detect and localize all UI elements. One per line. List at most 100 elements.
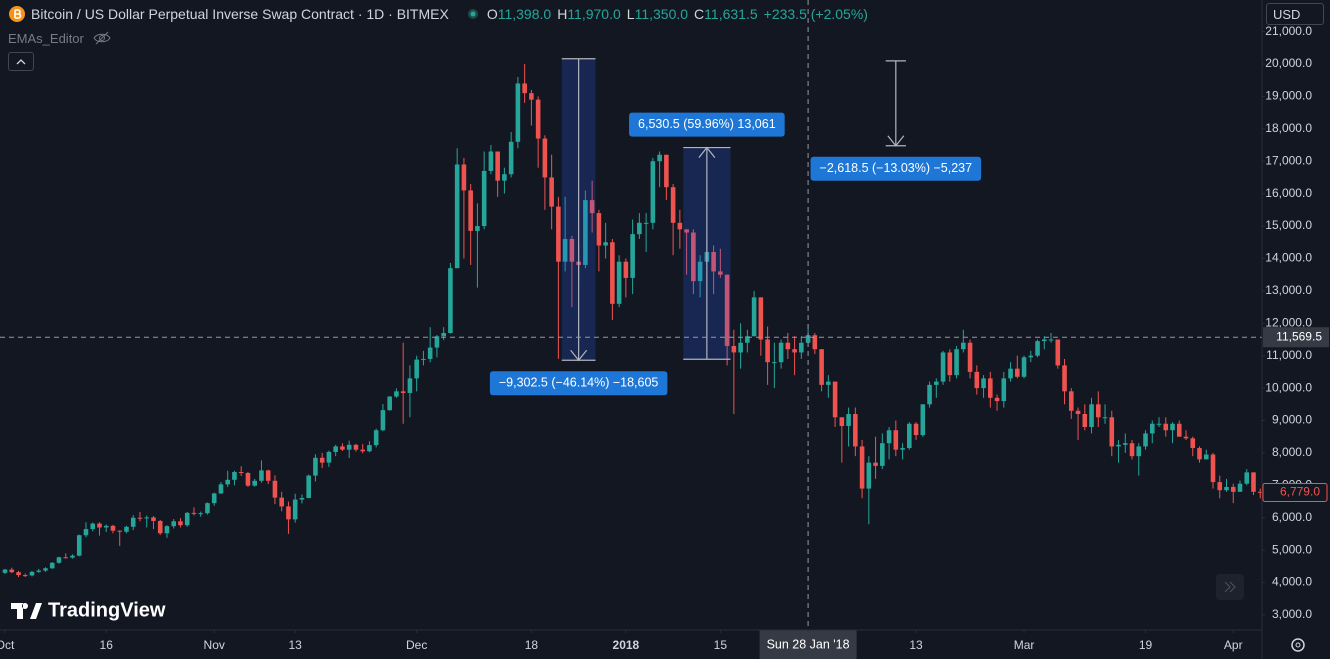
candle-body — [292, 499, 298, 520]
candle-body — [1055, 339, 1061, 366]
candle-body — [1021, 357, 1027, 377]
y-tick-label: 13,000.0 — [1265, 283, 1312, 297]
settings-icon-center — [1295, 642, 1301, 648]
candle-body — [873, 462, 878, 466]
candle-body — [265, 470, 271, 481]
candle-body — [900, 448, 905, 450]
candle-body — [103, 525, 109, 528]
y-tick-label: 12,000.0 — [1265, 315, 1312, 329]
candle-body — [711, 251, 716, 272]
candle-body — [738, 342, 743, 353]
candle-body — [758, 297, 764, 340]
candle-body — [623, 261, 629, 278]
candle-body — [886, 430, 892, 444]
y-tick-label: 15,000.0 — [1265, 218, 1312, 232]
currency-button[interactable]: USD — [1266, 3, 1324, 25]
candle-body — [610, 242, 615, 304]
candle-body — [981, 378, 986, 389]
change: +233.5 (+2.05%) — [763, 6, 868, 22]
candle-body — [589, 200, 595, 214]
logo-icon — [11, 603, 42, 619]
candle-body — [1028, 355, 1034, 358]
candle-body — [1210, 454, 1216, 483]
y-tick-label: 16,000.0 — [1265, 186, 1312, 200]
settings-icon[interactable] — [1291, 638, 1305, 652]
candle-body — [178, 521, 183, 526]
x-tick-label: 16 — [100, 638, 114, 652]
candle-body — [697, 261, 703, 282]
candle-body — [22, 575, 28, 577]
candle-body — [630, 234, 635, 278]
candle-body — [772, 362, 777, 364]
ohlc-value: 11,398.0 — [497, 6, 552, 22]
ohlc-label: C — [694, 6, 705, 22]
candle-body — [1062, 365, 1067, 392]
candle-body — [1008, 368, 1013, 379]
candle-body — [387, 396, 392, 411]
status-dot — [467, 9, 478, 19]
y-tick-label: 4,000.0 — [1272, 575, 1312, 589]
candle-body — [2, 569, 8, 573]
candle-body — [691, 232, 696, 282]
x-tick-label: 13 — [909, 638, 923, 652]
candle-body — [313, 457, 318, 476]
candle-body — [1203, 454, 1209, 460]
candle-body — [556, 206, 561, 262]
candle-body — [245, 473, 251, 486]
candle-body — [522, 83, 527, 94]
measure-arrowhead — [887, 135, 905, 147]
candle-body — [157, 520, 163, 534]
candle-body — [461, 164, 467, 191]
x-tick-label: Apr — [1224, 638, 1243, 652]
candle-body — [616, 261, 622, 304]
candle-body — [1230, 486, 1236, 492]
collapse-button[interactable] — [8, 52, 34, 71]
candle-body — [1082, 414, 1088, 427]
candle-body — [751, 297, 757, 337]
candle-body — [1116, 444, 1121, 447]
x-tick-label: Dec — [406, 638, 427, 652]
candle-body — [306, 475, 311, 498]
candle-body — [488, 151, 494, 171]
candle-body — [785, 342, 791, 350]
candle-body — [603, 242, 608, 246]
candle-body — [1190, 438, 1196, 449]
x-tick-label: 19 — [1139, 638, 1153, 652]
candle-body — [684, 229, 689, 233]
candle-body — [299, 497, 305, 500]
ohlc-label: O — [486, 6, 498, 22]
candle-body — [205, 503, 210, 514]
candle-body — [171, 521, 177, 527]
candle-body — [56, 557, 62, 563]
candle-body — [839, 417, 845, 427]
candle-body — [346, 444, 352, 450]
candle-body — [124, 526, 129, 532]
y-tick-label: 8,000.0 — [1272, 445, 1312, 459]
candle-body — [650, 161, 656, 223]
hide-icon[interactable] — [92, 30, 112, 46]
measure-label: −2,618.5 (−13.03%) −5,237 — [820, 161, 973, 175]
candle-body — [549, 177, 554, 207]
candle-body — [441, 333, 446, 337]
candle-body — [1068, 391, 1074, 411]
candle-body — [1001, 378, 1007, 402]
candle-body — [144, 517, 150, 519]
candle-body — [664, 154, 669, 188]
candle-body — [1015, 368, 1020, 377]
candle-body — [1217, 482, 1223, 491]
candle-body — [49, 562, 55, 569]
ohlc-value: 11,631.5 — [704, 6, 758, 22]
indicator-name[interactable]: EMAs_Editor — [8, 30, 84, 46]
candle-body — [765, 339, 770, 363]
candle-body — [657, 154, 662, 162]
candle-body — [9, 569, 15, 573]
candle-body — [961, 342, 966, 350]
x-tick-label: 15 — [714, 638, 728, 652]
candle-body — [1041, 339, 1047, 342]
candle-body — [677, 222, 683, 230]
ohlc-label: H — [557, 6, 568, 22]
y-tick-label: 5,000.0 — [1272, 542, 1312, 556]
candle-body — [1048, 339, 1054, 341]
candle-body — [1075, 410, 1081, 415]
